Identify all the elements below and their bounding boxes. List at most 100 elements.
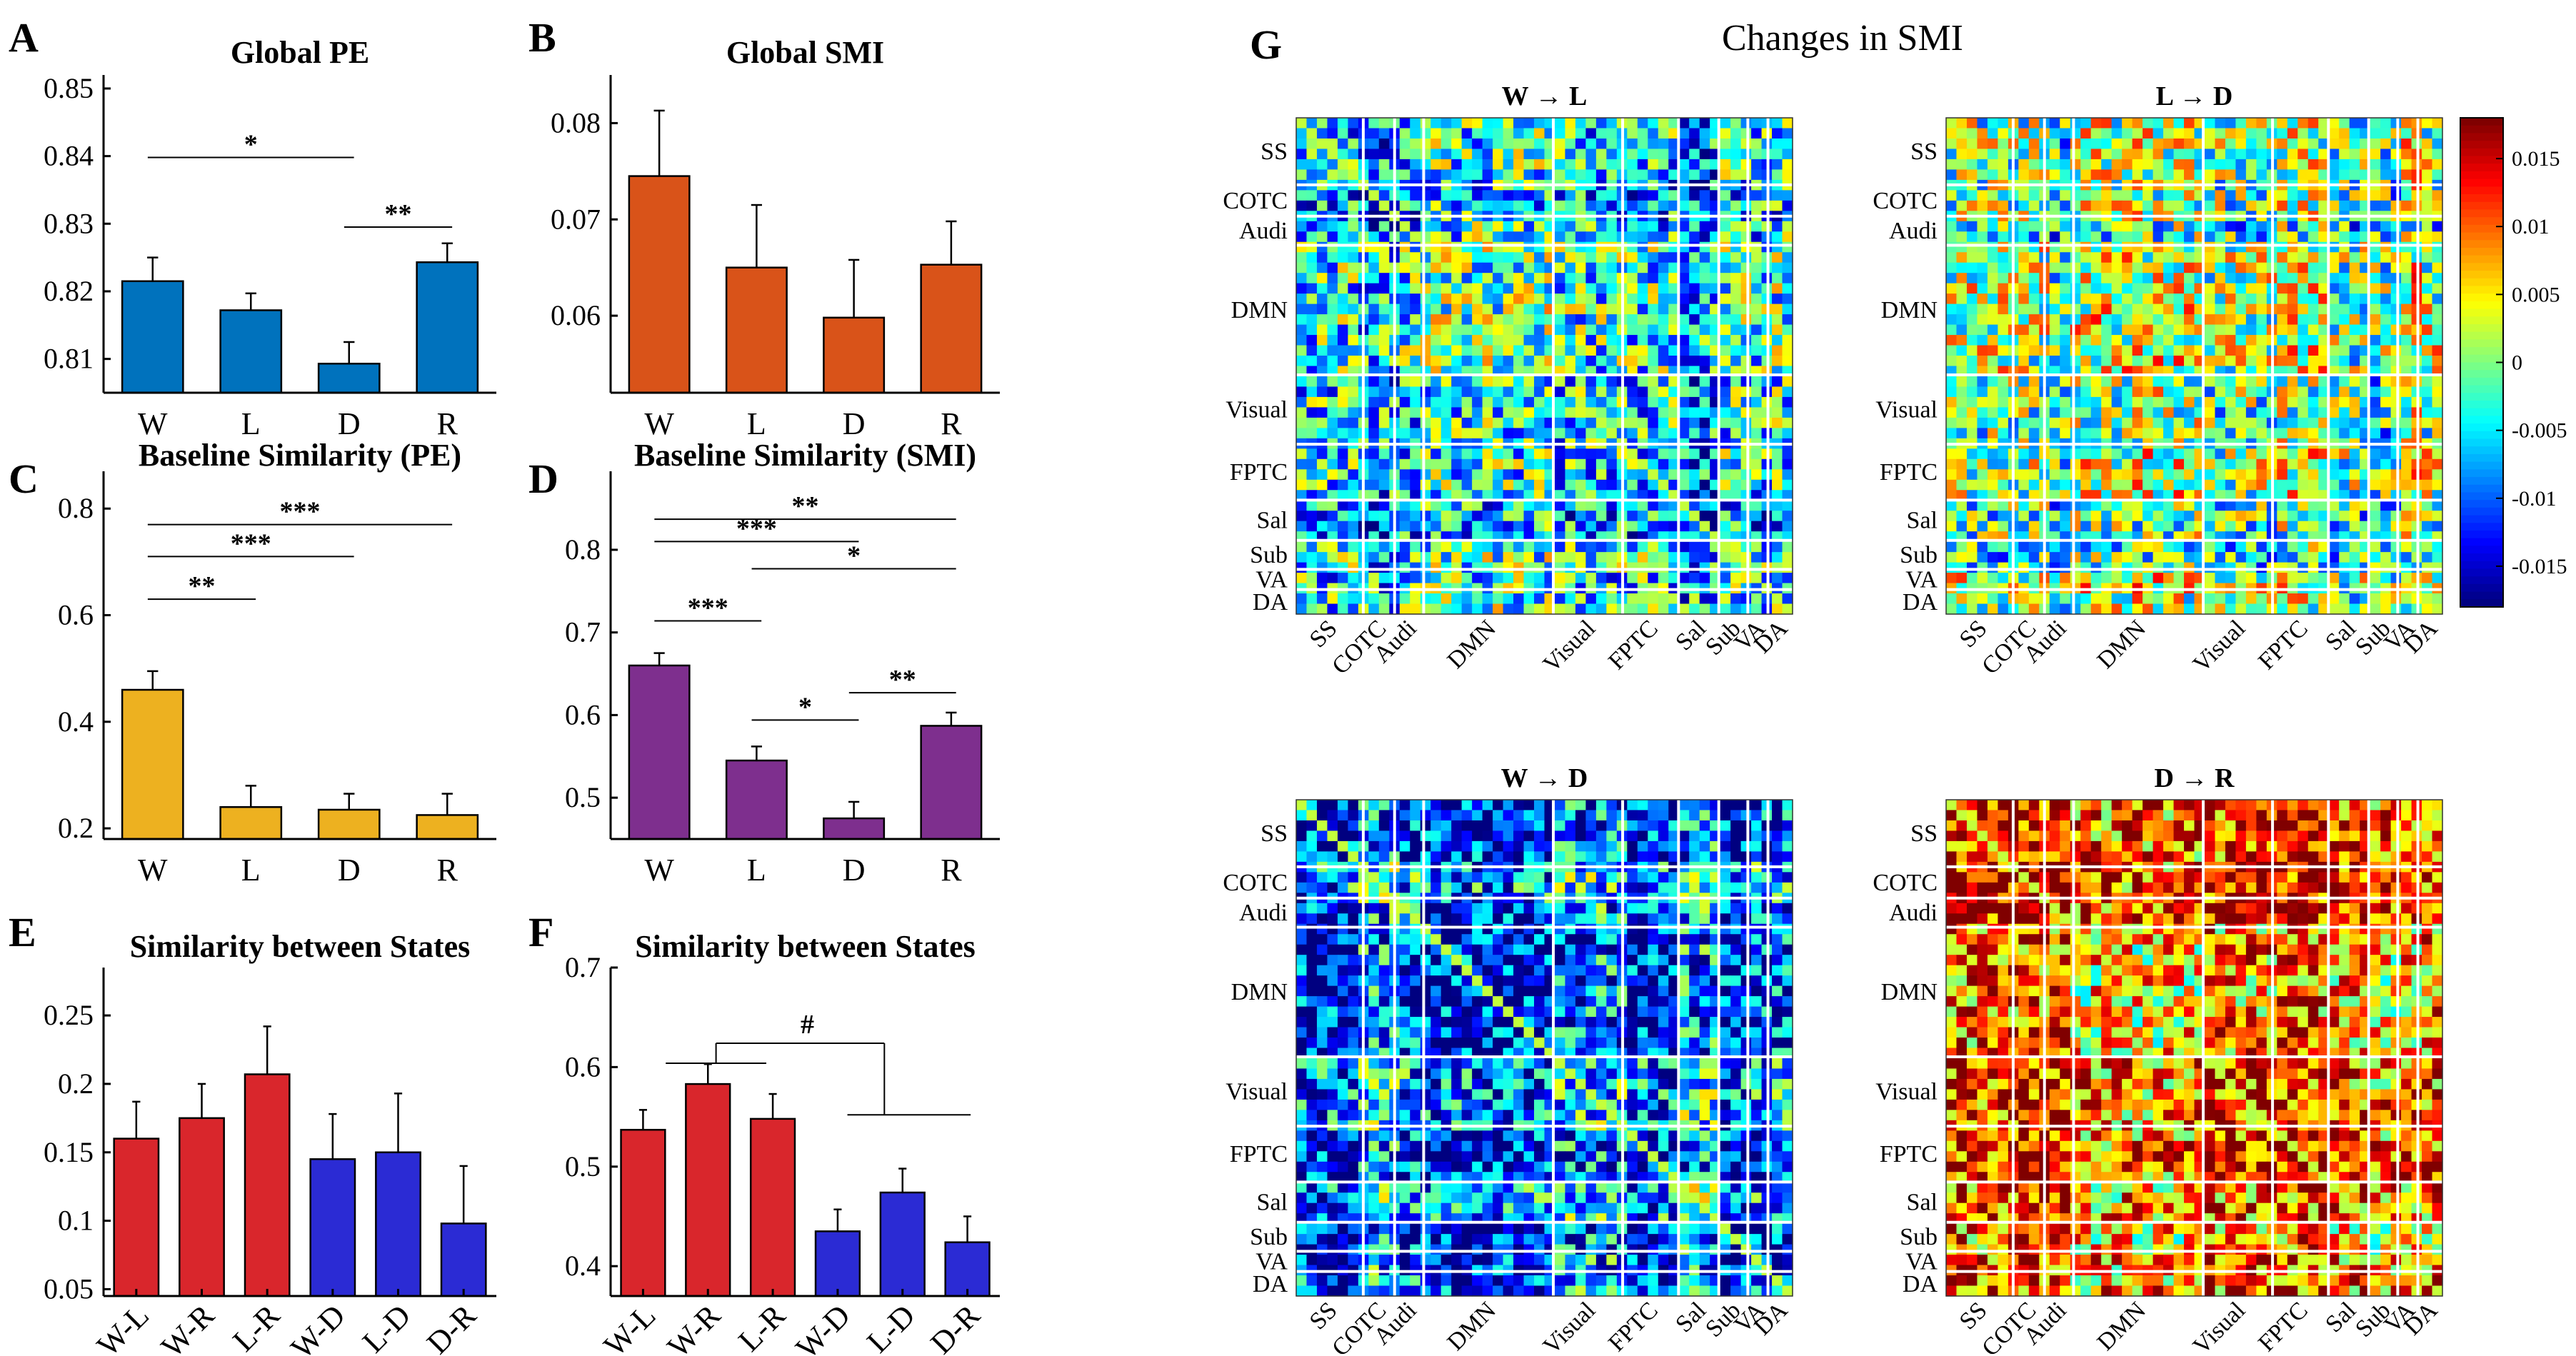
heatmap-cell — [1782, 376, 1793, 388]
heatmap-cell — [1534, 479, 1545, 491]
heatmap-cell — [2018, 200, 2030, 211]
heatmap-cell — [2122, 448, 2133, 460]
heatmap-cell — [2204, 573, 2216, 584]
heatmap-cell — [1523, 407, 1535, 418]
heatmap-cell — [1461, 252, 1473, 263]
heatmap-cell — [2432, 169, 2443, 181]
heatmap-cell — [1534, 541, 1545, 553]
heatmap-cell — [1554, 314, 1566, 326]
heatmap-cell — [1306, 573, 1318, 584]
heatmap-cell — [1493, 283, 1504, 294]
heatmap-cell — [1523, 314, 1535, 326]
heatmap-cell — [1772, 335, 1783, 346]
heatmap-cell — [1430, 562, 1442, 573]
heatmap-cell — [1998, 293, 2009, 305]
heatmap-cell — [1946, 252, 1958, 263]
heatmap-cell — [2235, 511, 2247, 522]
heatmap-cell — [1648, 386, 1659, 398]
heatmap-cell — [1575, 490, 1587, 501]
y-tick-label: 0.05 — [44, 1272, 94, 1305]
heatmap-cell — [1740, 283, 1752, 294]
heatmap-cell — [1296, 221, 1308, 232]
heatmap-cell — [1430, 335, 1442, 346]
heatmap-cell — [1296, 490, 1308, 501]
heatmap-cell — [1575, 314, 1587, 326]
heatmap-cell — [1296, 283, 1308, 294]
heatmap-cell — [1782, 479, 1793, 491]
heatmap-cell — [1772, 293, 1783, 305]
heatmap-cell — [1461, 800, 1473, 811]
heatmap-cell — [2318, 335, 2330, 346]
heatmap-cell — [2328, 396, 2340, 408]
heatmap-cell — [2080, 448, 2092, 460]
heatmap-cell — [2349, 396, 2360, 408]
heatmap-cell — [1378, 283, 1390, 294]
heatmap-cell — [1493, 200, 1504, 211]
heatmap-cell — [1296, 552, 1308, 563]
heatmap-cell — [1368, 138, 1380, 150]
heatmap-cell — [1368, 500, 1380, 511]
heatmap-cell — [1678, 800, 1690, 811]
heatmap-cell — [1772, 241, 1783, 253]
heatmap-cell — [2380, 314, 2392, 326]
heatmap-cell — [2349, 386, 2360, 398]
heatmap-cell — [1998, 303, 2009, 315]
x-tick-label: D-R — [420, 1297, 483, 1356]
heatmap-cell — [1998, 469, 2009, 481]
heatmap-cell — [2163, 128, 2175, 139]
heatmap-cell — [2225, 324, 2237, 336]
heatmap-cell — [1987, 221, 1998, 232]
heatmap-cell — [1410, 293, 1421, 305]
heatmap-cell — [2328, 552, 2340, 563]
heatmap-cell — [2390, 138, 2402, 150]
heatmap-cell — [1378, 314, 1390, 326]
heatmap-cell — [2028, 169, 2040, 181]
heatmap-cell — [1368, 303, 1380, 315]
heatmap-cell — [1689, 376, 1700, 388]
heatmap-cell — [1565, 324, 1576, 336]
heatmap-cell — [2277, 345, 2288, 356]
heatmap-cell — [1595, 138, 1607, 150]
heatmap-cell — [1751, 500, 1763, 511]
heatmap-cell — [2422, 303, 2433, 315]
heatmap-cell — [1668, 603, 1680, 615]
heatmap-cell — [1493, 603, 1504, 615]
heatmap-cell — [2132, 335, 2143, 346]
heatmap-cell — [2080, 428, 2092, 439]
heatmap-cell — [2122, 118, 2133, 129]
heatmap-cell — [2111, 231, 2123, 243]
heatmap-cell — [2101, 262, 2113, 273]
heatmap-cell — [1493, 303, 1504, 315]
heatmap-cell — [2018, 469, 2030, 481]
heatmap-cell — [1482, 314, 1493, 326]
heatmap-cell — [2060, 603, 2071, 615]
heatmap-cell — [2132, 603, 2143, 615]
x-tick-label: W-D — [789, 1297, 857, 1356]
heatmap-cell — [2422, 552, 2433, 563]
heatmap-cell — [1627, 314, 1638, 326]
heatmap-cell — [1440, 386, 1452, 398]
heatmap-cell — [1782, 552, 1793, 563]
heatmap-cell — [1648, 138, 1659, 150]
heatmap-cell — [2090, 169, 2102, 181]
heatmap-cell — [2143, 562, 2154, 573]
heatmap-cell — [2422, 200, 2433, 211]
heatmap-cell — [1410, 128, 1421, 139]
heatmap-cell — [1482, 490, 1493, 501]
heatmap-cell — [1378, 303, 1390, 315]
heatmap-cell — [2256, 283, 2267, 294]
heatmap-cell — [2225, 541, 2237, 553]
heatmap-cell — [2225, 345, 2237, 356]
heatmap-cell — [1306, 262, 1318, 273]
heatmap-cell — [1585, 169, 1597, 181]
heatmap-cell — [2401, 469, 2412, 481]
heatmap-cell — [1699, 169, 1710, 181]
heatmap-cell — [1627, 458, 1638, 470]
heatmap-cell — [2390, 241, 2402, 253]
heatmap-cell — [1678, 335, 1690, 346]
heatmap-cell — [1472, 149, 1483, 160]
heatmap-cell — [1440, 128, 1452, 139]
heatmap-cell — [1782, 407, 1793, 418]
heatmap-cell — [1316, 500, 1328, 511]
heatmap-cell — [1977, 511, 1988, 522]
